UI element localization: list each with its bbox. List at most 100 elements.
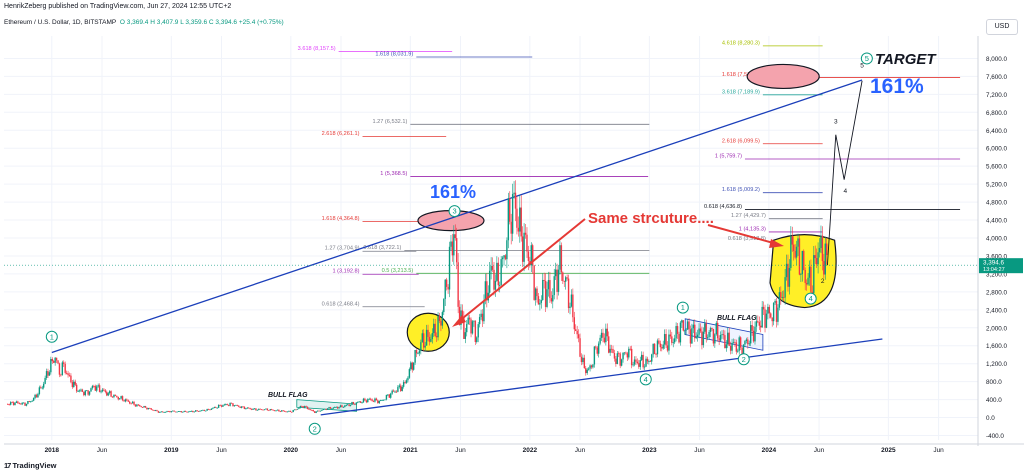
candle-body [695,337,697,339]
candle-body [751,325,753,331]
candle-body [364,398,366,401]
fib-level-label: 1 (3,192.8) [332,269,359,275]
candle-body [139,405,141,407]
candle-body [87,390,89,395]
candle-body [589,365,591,369]
wave-label: 3 [834,119,838,126]
candle-body [464,332,467,339]
candle-body [438,316,441,322]
candle-body [808,266,811,278]
last-price-label: 3,394.6 [983,260,1005,267]
y-tick-label: 0.0 [986,415,995,422]
candle-body [133,401,135,405]
candle-body [698,328,700,335]
candle-body [526,234,528,252]
candle-body [299,405,302,408]
candle-body [510,221,512,234]
candle-body [14,402,16,406]
candle-body [84,390,86,396]
candle-body [170,411,173,413]
x-tick-label: Jun [814,447,825,454]
candle-body [434,323,436,337]
candle-body [672,342,674,344]
candle-body [754,326,756,342]
candle-body [192,410,194,413]
y-tick-label: 4,000.0 [986,236,1008,243]
candle-body [564,277,567,282]
candle-body [295,409,297,411]
candle-body [194,410,197,412]
candle-body [795,246,798,258]
candle-body [684,330,686,332]
candle-body [719,335,722,341]
candle-body [772,302,775,322]
candle-body [785,263,788,278]
fib-level-label: 2.618 (6,099.5) [722,138,760,144]
candle-body [575,329,577,332]
candle-body [628,348,630,358]
candle-body [815,258,818,265]
fib-level-label: 1 (5,759.7) [715,154,742,160]
candle-body [554,269,557,277]
candle-body [435,336,438,338]
candle-body [54,357,56,363]
bar-countdown-label: 13:04:27 [983,267,1005,273]
candle-body [384,399,386,401]
candle-body [269,409,271,411]
candle-body [433,323,435,334]
candle-body [71,382,74,388]
candle-body [296,408,299,410]
candle-body [735,342,738,352]
y-tick-label: 2,800.0 [986,289,1008,296]
candle-body [478,317,481,325]
candle-body [685,329,687,331]
candle-body [94,386,97,391]
candle-body [113,394,115,398]
symbol-name[interactable]: Ethereum / U.S. Dollar, 1D, BITSTAMP [4,19,117,26]
candle-body [676,326,679,334]
candle-body [106,391,108,396]
candle-body [504,255,507,260]
candle-body [351,402,353,405]
candle-body [268,410,270,412]
candle-body [400,385,402,391]
candle-body [629,348,631,350]
candle-body [233,405,236,407]
y-tick-label: 5,200.0 [986,182,1008,189]
candle-body [41,387,43,389]
projection-path [826,80,863,266]
candle-body [597,343,600,354]
candle-body [752,330,755,342]
candle-body [9,402,12,405]
candle-body [630,348,633,366]
candle-body [467,317,469,325]
candle-body [238,405,240,407]
candle-body [407,377,409,381]
candle-body [681,320,683,323]
candle-body [305,406,307,407]
candle-body [496,262,498,281]
candle-body [255,408,257,411]
candle-body [488,270,491,293]
currency-button[interactable]: USD [986,19,1018,35]
candle-body [443,298,445,313]
candle-body [642,354,644,368]
candle-body [762,306,765,310]
fib-level-label: 0.618 (2,468.4) [322,301,360,307]
candle-body [174,411,177,413]
candle-body [385,394,388,400]
candle-body [486,281,488,301]
candle-body [91,385,94,389]
candle-body [456,238,458,263]
x-tick-label: 2019 [164,447,179,454]
candle-body [157,411,160,413]
candle-body [527,251,530,261]
candle-body [782,297,785,298]
candle-body [243,406,246,410]
candle-body [427,329,429,337]
wave-label-circle [45,330,58,343]
candle-body [543,279,545,281]
candle-body [585,368,587,374]
candle-body [355,402,358,405]
